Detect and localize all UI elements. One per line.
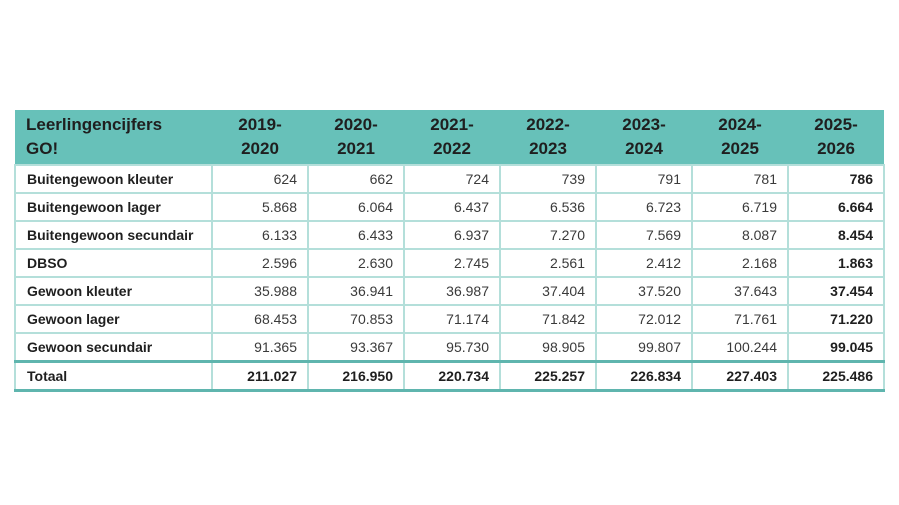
- column-header-2023-2024: 2023- 2024: [596, 110, 692, 165]
- table-row-buitengewoon-lager: Buitengewoon lager 5.868 6.064 6.437 6.5…: [14, 192, 885, 222]
- total-cell: 216.950: [307, 360, 405, 392]
- table-cell: 37.454: [787, 276, 885, 306]
- table-cell: 6.064: [307, 192, 405, 222]
- table-cell: 8.454: [787, 220, 885, 250]
- table-cell: 2.412: [595, 248, 693, 278]
- table-cell: 5.868: [211, 192, 309, 222]
- column-header-line2: 2024: [625, 139, 663, 158]
- table-cell: 71.174: [403, 304, 501, 334]
- column-header-line1: 2023-: [622, 115, 666, 135]
- table-cell: 2.168: [691, 248, 789, 278]
- table-cell: 72.012: [595, 304, 693, 334]
- table-cell: 739: [499, 164, 597, 194]
- table-cell: 37.404: [499, 276, 597, 306]
- table-cell: 7.270: [499, 220, 597, 250]
- total-cell: 225.257: [499, 360, 597, 392]
- column-header-2021-2022: 2021- 2022: [404, 110, 500, 165]
- column-header-2025-2026: 2025- 2026: [788, 110, 884, 165]
- table-cell: 100.244: [691, 332, 789, 363]
- column-header-2024-2025: 2024- 2025: [692, 110, 788, 165]
- table-cell: 37.643: [691, 276, 789, 306]
- table-cell: 2.596: [211, 248, 309, 278]
- column-header-line1: 2019-: [238, 115, 282, 135]
- table-title-line2: GO!: [26, 139, 59, 158]
- total-cell: 227.403: [691, 360, 789, 392]
- table-cell: 662: [307, 164, 405, 194]
- column-header-line1: 2025-: [814, 115, 858, 135]
- table-cell: 6.937: [403, 220, 501, 250]
- column-header-line2: 2021: [337, 139, 375, 158]
- row-label: Gewoon lager: [14, 304, 213, 334]
- table-cell: 36.987: [403, 276, 501, 306]
- table-cell: 781: [691, 164, 789, 194]
- table-cell: 91.365: [211, 332, 309, 363]
- row-label: Gewoon kleuter: [14, 276, 213, 306]
- table-cell: 36.941: [307, 276, 405, 306]
- column-header-line2: 2020: [241, 139, 279, 158]
- column-header-line1: 2020-: [334, 115, 378, 135]
- total-cell: 226.834: [595, 360, 693, 392]
- total-cell: 225.486: [787, 360, 885, 392]
- table-cell: 35.988: [211, 276, 309, 306]
- column-header-line1: 2022-: [526, 115, 570, 135]
- table-cell: 786: [787, 164, 885, 194]
- table-cell: 6.664: [787, 192, 885, 222]
- table-cell: 2.745: [403, 248, 501, 278]
- table-cell: 68.453: [211, 304, 309, 334]
- table-cell: 791: [595, 164, 693, 194]
- table-cell: 37.520: [595, 276, 693, 306]
- table-cell: 6.433: [307, 220, 405, 250]
- row-label: Gewoon secundair: [14, 332, 213, 363]
- table-cell: 95.730: [403, 332, 501, 363]
- table-cell: 98.905: [499, 332, 597, 363]
- table-cell: 6.723: [595, 192, 693, 222]
- table-row-buitengewoon-kleuter: Buitengewoon kleuter 624 662 724 739 791…: [14, 164, 885, 194]
- table-cell: 6.133: [211, 220, 309, 250]
- table-row-buitengewoon-secundair: Buitengewoon secundair 6.133 6.433 6.937…: [14, 220, 885, 250]
- table-cell: 99.045: [787, 332, 885, 363]
- row-label: Buitengewoon kleuter: [14, 164, 213, 194]
- table-cell: 71.842: [499, 304, 597, 334]
- row-label: Buitengewoon secundair: [14, 220, 213, 250]
- table-cell: 2.561: [499, 248, 597, 278]
- row-label: Buitengewoon lager: [14, 192, 213, 222]
- table-cell: 7.569: [595, 220, 693, 250]
- table-cell: 70.853: [307, 304, 405, 334]
- total-row: Totaal 211.027 216.950 220.734 225.257 2…: [14, 360, 885, 392]
- table-cell: 724: [403, 164, 501, 194]
- column-header-line1: 2024-: [718, 115, 762, 135]
- row-label: DBSO: [14, 248, 213, 278]
- total-cell: 220.734: [403, 360, 501, 392]
- table-row-gewoon-kleuter: Gewoon kleuter 35.988 36.941 36.987 37.4…: [14, 276, 885, 306]
- table-title-line1: Leerlingencijfers: [26, 115, 163, 135]
- table-row-dbso: DBSO 2.596 2.630 2.745 2.561 2.412 2.168…: [14, 248, 885, 278]
- table-row-gewoon-secundair: Gewoon secundair 91.365 93.367 95.730 98…: [14, 332, 885, 363]
- column-header-2020-2021: 2020- 2021: [308, 110, 404, 165]
- column-header-line1: 2021-: [430, 115, 474, 135]
- table-cell: 99.807: [595, 332, 693, 363]
- leerlingencijfers-table: Leerlingencijfers GO! 2019- 2020 2020- 2…: [14, 110, 885, 392]
- column-header-line2: 2022: [433, 139, 471, 158]
- table-cell: 6.719: [691, 192, 789, 222]
- column-header-line2: 2023: [529, 139, 567, 158]
- column-header-line2: 2026: [817, 139, 855, 158]
- table-cell: 2.630: [307, 248, 405, 278]
- total-row-label: Totaal: [14, 360, 213, 392]
- table-cell: 1.863: [787, 248, 885, 278]
- header-row: Leerlingencijfers GO! 2019- 2020 2020- 2…: [15, 110, 884, 165]
- table-cell: 71.220: [787, 304, 885, 334]
- table-cell: 624: [211, 164, 309, 194]
- table-cell: 8.087: [691, 220, 789, 250]
- column-header-line2: 2025: [721, 139, 759, 158]
- total-cell: 211.027: [211, 360, 309, 392]
- table-cell: 6.536: [499, 192, 597, 222]
- table-cell: 71.761: [691, 304, 789, 334]
- column-header-2022-2023: 2022- 2023: [500, 110, 596, 165]
- table-cell: 6.437: [403, 192, 501, 222]
- table-cell: 93.367: [307, 332, 405, 363]
- table-row-gewoon-lager: Gewoon lager 68.453 70.853 71.174 71.842…: [14, 304, 885, 334]
- table-title: Leerlingencijfers GO!: [15, 110, 212, 165]
- column-header-2019-2020: 2019- 2020: [212, 110, 308, 165]
